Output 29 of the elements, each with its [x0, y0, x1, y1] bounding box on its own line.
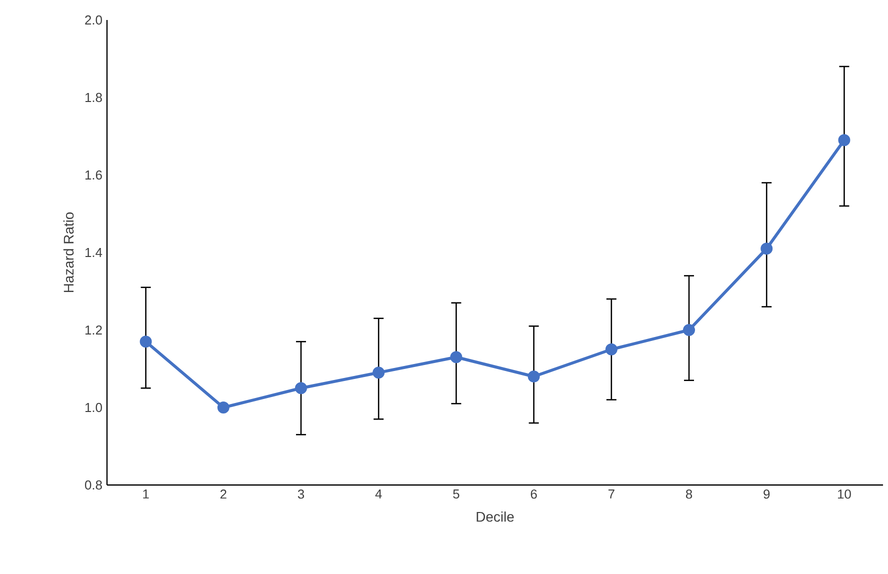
point: [605, 343, 618, 356]
x-tick-label: 9: [764, 490, 770, 499]
point: [528, 370, 540, 382]
x-axis-title: Decile: [476, 512, 514, 522]
point: [217, 402, 230, 414]
x-tick-label: 4: [375, 490, 382, 498]
y-tick-label: 1.8: [85, 92, 102, 102]
y-tick-label: 1.6: [85, 170, 102, 180]
y-tick-label: 2.0: [85, 15, 102, 25]
y-tick-label: 1.4: [85, 248, 102, 257]
x-tick-label: 10: [838, 490, 851, 499]
y-axis-title: Hazard Ratio: [63, 212, 74, 292]
x-tick-label: 8: [686, 490, 692, 499]
point: [760, 242, 773, 255]
point: [450, 351, 462, 364]
point: [295, 382, 307, 394]
point: [372, 366, 385, 379]
x-tick-label: 6: [530, 490, 537, 499]
point: [140, 336, 152, 348]
y-tick-label: 1.0: [85, 402, 102, 412]
y-tick-label: 1.2: [85, 325, 102, 335]
x-tick-label: 7: [608, 490, 614, 498]
x-tick-label: 2: [220, 490, 226, 499]
point: [683, 324, 696, 336]
x-tick-label: 3: [298, 490, 304, 499]
point: [838, 134, 850, 146]
x-tick-label: 1: [143, 490, 149, 498]
x-tick-label: 5: [453, 490, 460, 499]
y-tick-label: 0.8: [84, 480, 102, 490]
